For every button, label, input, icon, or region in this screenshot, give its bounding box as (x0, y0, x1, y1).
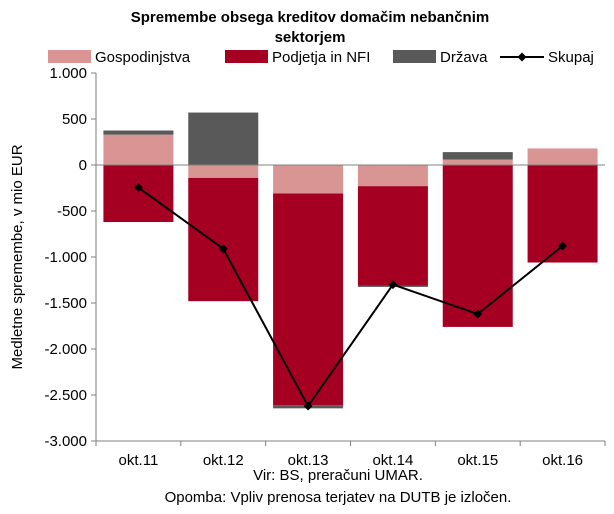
y-axis-label: Medletne spremembe, v mio EUR (9, 144, 26, 369)
x-ticks: okt.11 okt.12 okt.13 okt.14 okt.15 okt.16 (95, 441, 606, 469)
legend-label-gospodinjstva: Gospodinjstva (95, 49, 191, 66)
total-point-okt14 (388, 280, 398, 290)
total-point-okt16 (558, 241, 568, 251)
footnote: Opomba: Vpliv prenosa terjatev na DUTB j… (165, 489, 512, 506)
total-point-okt13 (303, 401, 313, 411)
x-tick-label: okt.15 (457, 452, 498, 469)
legend-marker-skupaj (517, 52, 527, 62)
total-polyline (137, 186, 564, 408)
y-tick-label: 500 (62, 111, 87, 128)
legend-swatch-dr-ava (393, 50, 436, 63)
x-tick-label: okt.12 (203, 452, 244, 469)
bar-podjetja-in-nfi-okt15 (442, 165, 513, 327)
total-point-okt12 (218, 244, 228, 254)
bar-podjetja-in-nfi-okt13 (273, 193, 344, 406)
x-tick-label: okt.16 (542, 452, 583, 469)
total-line (133, 183, 568, 411)
y-tick-label: 1.000 (49, 65, 87, 82)
legend-swatch-gospodinjstva (48, 50, 91, 63)
source-note: Vir: BS, preračuni UMAR. (253, 467, 423, 484)
x-tick-label: okt.11 (119, 452, 159, 469)
y-tick-label: -500 (57, 203, 87, 220)
legend-label-skupaj: Skupaj (548, 49, 594, 66)
bar-gospodinjstva-okt14 (357, 165, 428, 187)
y-tick-label: -2.500 (44, 387, 87, 404)
legend-label-podjetja-in-nfi: Podjetja in NFI (272, 49, 370, 66)
x-tick-label: okt.13 (288, 452, 329, 469)
x-tick-label: okt.14 (372, 452, 413, 469)
bar-podjetja-in-nfi-okt11 (103, 165, 174, 223)
bar-gospodinjstva-okt15 (442, 159, 513, 165)
bars (103, 112, 598, 409)
bar-dr-ava-okt15 (442, 152, 513, 160)
total-point-okt15 (473, 309, 483, 319)
bar-podjetja-in-nfi-okt12 (188, 177, 259, 302)
y-tick-label: -1.500 (44, 295, 87, 312)
chart-title-line1: Spremembe obsega kreditov domačim nebanč… (131, 9, 489, 26)
bar-gospodinjstva-okt16 (527, 148, 598, 165)
y-tick-label: -3.000 (44, 433, 87, 450)
chart-title-line2: sektorjem (275, 29, 346, 46)
y-ticks: 1.000 500 0 -500 -1.000 -1.500 -2.000 -2.500 -3.… (44, 65, 96, 450)
bar-gospodinjstva-okt13 (273, 165, 344, 194)
bar-dr-ava-okt11 (103, 130, 174, 135)
bar-gospodinjstva-okt12 (188, 165, 259, 178)
bar-podjetja-in-nfi-okt14 (357, 186, 428, 286)
legend: Gospodinjstva Podjetja in NFI Država Skupaj (48, 49, 594, 66)
bar-gospodinjstva-okt11 (103, 134, 174, 165)
legend-label-dr-ava: Država (440, 49, 488, 66)
bar-dr-ava-okt12 (188, 112, 259, 165)
y-tick-label: -1.000 (44, 249, 87, 266)
total-point-okt11 (133, 183, 143, 193)
legend-swatch-podjetja-in-nfi (225, 50, 268, 63)
y-tick-label: -2.000 (44, 341, 87, 358)
y-tick-label: 0 (79, 157, 87, 174)
